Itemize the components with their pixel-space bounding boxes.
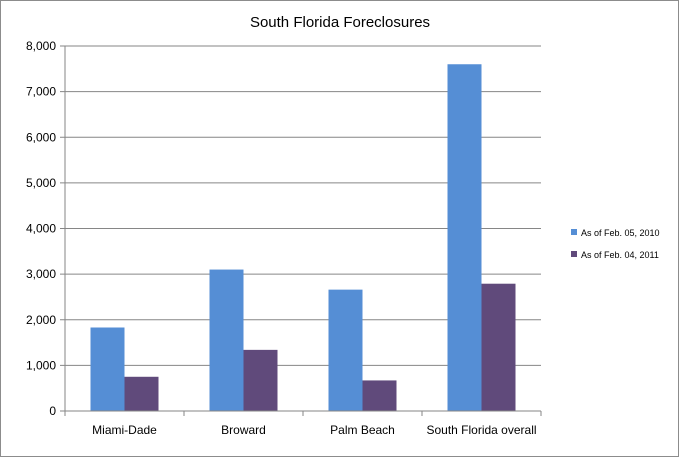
gridlines xyxy=(65,45,541,366)
bar-2011 xyxy=(243,349,278,411)
y-tick-label: 2,000 xyxy=(26,313,56,327)
bar-2010 xyxy=(447,64,482,411)
x-category-label: Palm Beach xyxy=(330,423,395,437)
chart-title: South Florida Foreclosures xyxy=(250,14,430,31)
y-tick-label: 0 xyxy=(49,404,56,418)
legend-swatch xyxy=(571,229,577,235)
x-category-label: Broward xyxy=(221,423,266,437)
y-tick-label: 1,000 xyxy=(26,358,56,372)
legend: As of Feb. 05, 2010 As of Feb. 04, 2011 xyxy=(571,228,660,260)
axes: 0 1,000 2,000 3,000 4,000 5,000 6,000 7,000 8,00… xyxy=(26,39,542,437)
bar-2011 xyxy=(124,376,159,411)
y-tick-label: 8,000 xyxy=(26,39,56,53)
bar-2011 xyxy=(481,283,516,411)
y-tick-label: 3,000 xyxy=(26,267,56,281)
y-tick-label: 7,000 xyxy=(26,85,56,99)
legend-swatch xyxy=(571,251,577,257)
y-tick-label: 4,000 xyxy=(26,222,56,236)
bar-2010 xyxy=(328,289,363,411)
bars xyxy=(90,64,516,411)
bar-2010 xyxy=(209,269,244,411)
legend-entry: As of Feb. 05, 2010 xyxy=(581,228,660,238)
legend-entry: As of Feb. 04, 2011 xyxy=(581,250,659,260)
x-category-label: South Florida overall xyxy=(426,423,536,437)
x-category-label: Miami-Dade xyxy=(92,423,157,437)
y-tick-label: 5,000 xyxy=(26,176,56,190)
bar-2011 xyxy=(362,380,397,411)
y-tick-label: 6,000 xyxy=(26,130,56,144)
bar-2010 xyxy=(90,327,125,411)
